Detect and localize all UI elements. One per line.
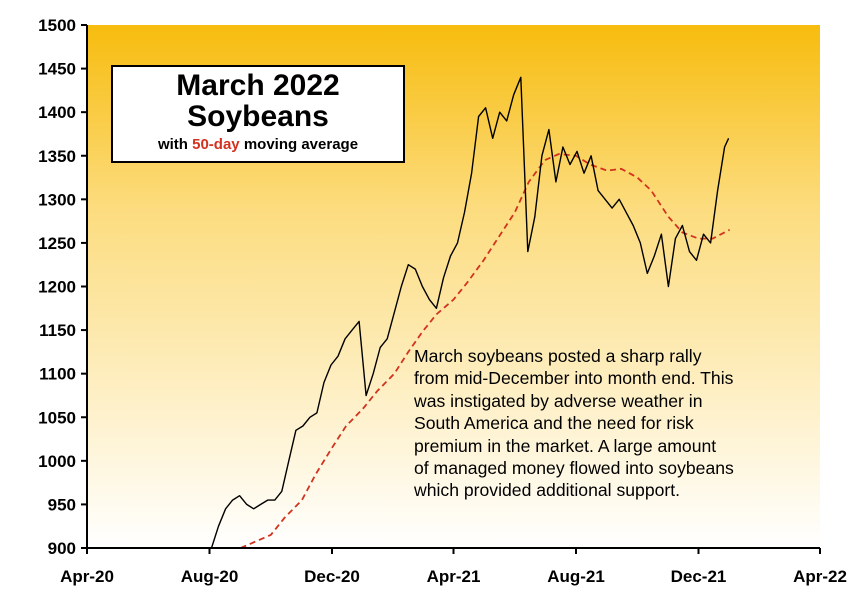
y-tick-label: 1500 bbox=[38, 16, 76, 35]
x-tick-label: Aug-20 bbox=[181, 567, 239, 586]
x-tick-label: Dec-20 bbox=[304, 567, 360, 586]
chart-subtitle: with 50-day moving average bbox=[113, 136, 403, 153]
y-tick-label: 1450 bbox=[38, 60, 76, 79]
y-tick-label: 1250 bbox=[38, 234, 76, 253]
chart-title-line-2: Soybeans bbox=[187, 100, 329, 133]
x-tick-label: Apr-20 bbox=[60, 567, 114, 586]
annotation-line: South America and the need for risk bbox=[414, 413, 694, 434]
subtitle-highlight: 50-day bbox=[192, 136, 240, 153]
y-tick-label: 1150 bbox=[39, 321, 76, 340]
y-tick-label: 1050 bbox=[38, 408, 76, 427]
annotation-line: from mid-December into month end. This bbox=[414, 368, 734, 389]
moving-average-line bbox=[240, 153, 731, 549]
price-line bbox=[210, 76, 730, 549]
annotation-line: of managed money flowed into soybeans bbox=[414, 458, 734, 479]
y-tick-label: 1400 bbox=[38, 103, 76, 122]
y-tick-label: 1000 bbox=[38, 452, 76, 471]
y-tick-label: 1200 bbox=[38, 278, 76, 297]
x-tick-label: Aug-21 bbox=[547, 567, 605, 586]
x-tick-label: Apr-22 bbox=[793, 567, 847, 586]
subtitle-pre: with bbox=[157, 136, 193, 153]
annotation-line: premium in the market. A large amount bbox=[414, 435, 717, 456]
x-tick-label: Apr-21 bbox=[427, 567, 481, 586]
annotation-line: which provided additional support. bbox=[414, 480, 681, 501]
price-series bbox=[210, 76, 730, 549]
x-axis-ticks: Apr-20 Aug-20 Dec-20 Apr-21 Aug-21 Dec-21 Apr-… bbox=[60, 548, 847, 586]
x-tick-label: Dec-21 bbox=[671, 567, 727, 586]
y-axis-ticks: 900 950 1000 1050 1100 1150 1200 1250 1300 1350 14… bbox=[38, 16, 87, 558]
subtitle-post: moving average bbox=[239, 136, 359, 153]
y-tick-label: 1300 bbox=[38, 190, 76, 209]
chart-annotation: March soybeans posted a sharp rally from… bbox=[414, 345, 806, 502]
y-tick-label: 900 bbox=[48, 539, 76, 558]
moving-average-series bbox=[240, 153, 731, 549]
y-tick-label: 1350 bbox=[38, 147, 76, 166]
chart-title-box: March 2022 Soybeans with 50-day moving a… bbox=[111, 65, 405, 163]
chart-title-line-1: March 2022 bbox=[176, 69, 340, 102]
y-tick-label: 1100 bbox=[39, 365, 76, 384]
annotation-line: March soybeans posted a sharp rally bbox=[414, 346, 702, 366]
y-tick-label: 950 bbox=[48, 495, 76, 514]
annotation-line: was instigated by adverse weather in bbox=[414, 390, 703, 411]
